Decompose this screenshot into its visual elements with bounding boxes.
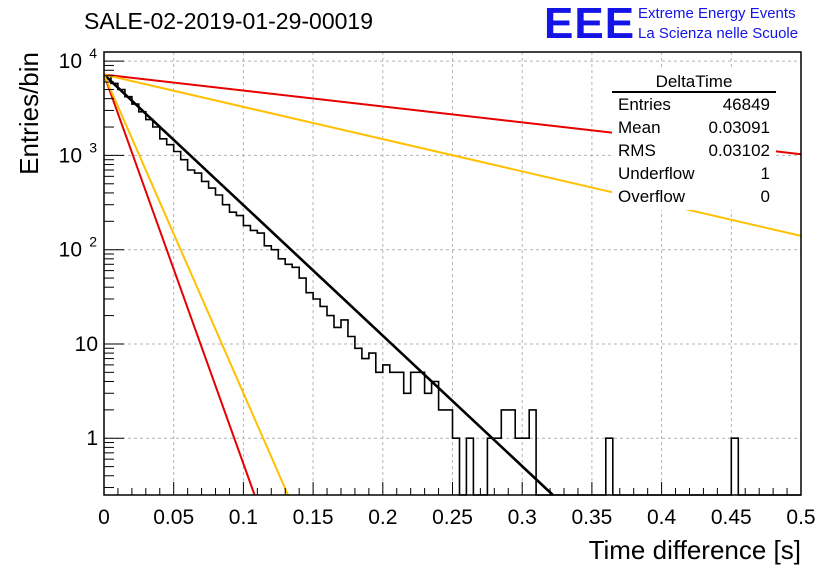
x-tick-label: 0.15 [293,506,334,529]
fit-line-1 [103,73,554,496]
x-tick-label: 0 [98,506,110,529]
eee-logo-mark: EEE [544,0,636,48]
x-tick-label: 0.45 [711,506,752,529]
logo-line-2: La Scienza nelle Scuole [638,25,799,42]
x-tick-label: 0.4 [647,506,677,529]
stats-label-mean: Mean [618,118,661,137]
x-tick-label: 0.25 [432,506,473,529]
axis-ticks [103,60,802,495]
x-tick-label: 0.5 [786,506,815,529]
y-axis-title: Entries/bin [14,52,44,175]
stats-label-overflow: Overflow [618,187,686,206]
fit-line-4 [103,74,256,496]
y-tick-label: 10 [75,333,98,356]
stats-value-entries: 46849 [723,95,770,114]
tick-labels: 0 0.05 0.1 0.15 0.2 0.25 0.3 0.35 0.4 0.45 0.510 41… [59,45,816,529]
x-tick-label: 0.3 [508,506,537,529]
stats-label-rms: RMS [618,141,656,160]
stats-value-rms: 0.03102 [709,141,770,160]
stats-value-overflow: 0 [761,187,770,206]
x-tick-label: 0.35 [571,506,612,529]
fit-line-5 [103,74,289,496]
y-tick-label: 10 [59,239,82,262]
stats-box-background [612,70,776,210]
x-tick-label: 0.1 [229,506,258,529]
stats-label-entries: Entries [618,95,671,114]
stats-value-underflow: 1 [761,164,770,183]
stats-box-title: DeltaTime [656,72,733,91]
stats-value-mean: 0.03091 [709,118,770,137]
page-title: SALE-02-2019-01-29-00019 [84,8,373,34]
x-tick-label: 0.2 [368,506,397,529]
logo-line-1: Extreme Energy Events [638,5,796,22]
y-tick-label: 10 [59,144,82,167]
y-tick-label: 10 [59,50,82,73]
y-tick-exponent: 2 [89,234,97,250]
stats-box: DeltaTime Entries 46849 Mean 0.03091 RMS… [612,70,776,210]
x-tick-label: 0.05 [153,506,194,529]
y-tick-exponent: 3 [89,139,97,155]
y-tick-label: 1 [86,427,98,450]
x-axis-title: Time difference [s] [589,535,801,565]
eee-logo: EEE Extreme Energy Events La Scienza nel… [540,2,830,46]
y-tick-exponent: 4 [89,45,97,61]
stats-label-underflow: Underflow [618,164,695,183]
